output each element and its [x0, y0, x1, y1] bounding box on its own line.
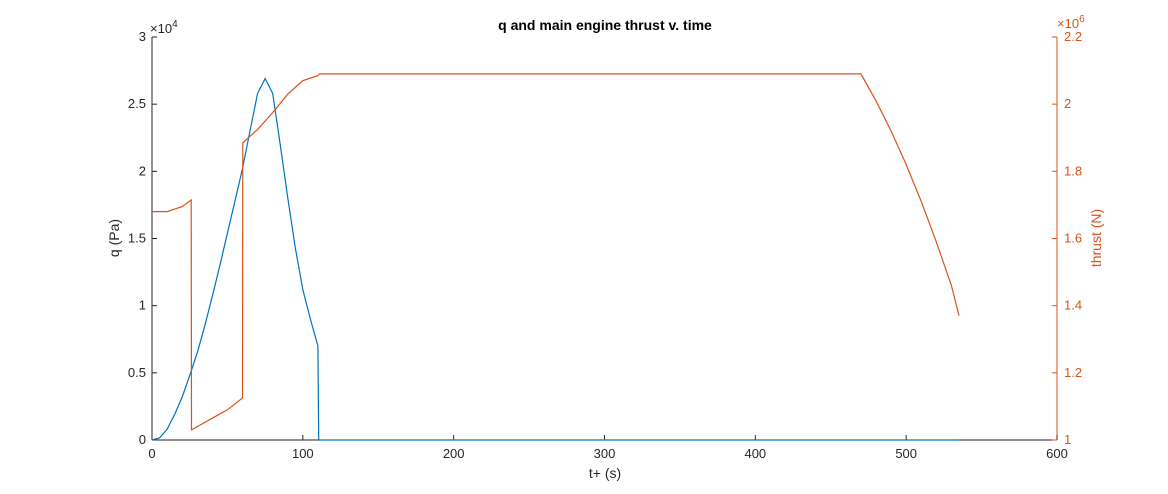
left-y-tick-label: 3: [139, 29, 146, 44]
q-series-line: [151, 77, 959, 441]
right-axis-exponent: ×106: [1057, 14, 1085, 31]
right-y-tick-label: 1.2: [1064, 365, 1082, 380]
left-y-tick-label: 2: [139, 163, 146, 178]
right-y-tick-label: 2.2: [1064, 29, 1082, 44]
x-tick-label: 500: [895, 446, 917, 461]
x-tick-label: 0: [148, 446, 155, 461]
chart-title: q and main engine thrust v. time: [498, 17, 712, 33]
left-y-tick-label: 1: [139, 298, 146, 313]
right-y-tick-label: 1.4: [1064, 298, 1082, 313]
thrust-series-line: [152, 73, 960, 431]
right-y-tick-label: 1: [1064, 432, 1071, 447]
left-axis-exponent-base: ×10: [150, 21, 172, 36]
right-y-tick-label: 1.6: [1064, 231, 1082, 246]
left-axis-exponent: ×104: [150, 19, 178, 36]
x-tick-label: 400: [744, 446, 766, 461]
left-y-tick-label: 1.5: [128, 231, 146, 246]
right-y-tick-label: 1.8: [1064, 163, 1082, 178]
left-y-tick-label: 2.5: [128, 96, 146, 111]
right-axis-exponent-base: ×10: [1057, 16, 1079, 31]
right-y-tick-label: 2: [1064, 96, 1071, 111]
right-y-axis-label: thrust (N): [1088, 209, 1104, 267]
right-axis-exponent-power: 6: [1079, 14, 1085, 25]
x-tick-label: 300: [594, 446, 616, 461]
left-y-tick-label: 0.5: [128, 365, 146, 380]
left-y-tick-label: 0: [139, 432, 146, 447]
x-tick-label: 100: [292, 446, 314, 461]
plot-area: 0 100 200 300 400 500 600 0 0.5 1 1.5 2 2.5 3 1 1.2 1.4 1…: [128, 29, 1082, 461]
left-axis-exponent-power: 4: [172, 19, 178, 30]
left-y-axis-label: q (Pa): [106, 219, 122, 257]
x-axis-label: t+ (s): [589, 465, 621, 481]
x-tick-label: 600: [1046, 446, 1068, 461]
x-tick-label: 200: [443, 446, 465, 461]
